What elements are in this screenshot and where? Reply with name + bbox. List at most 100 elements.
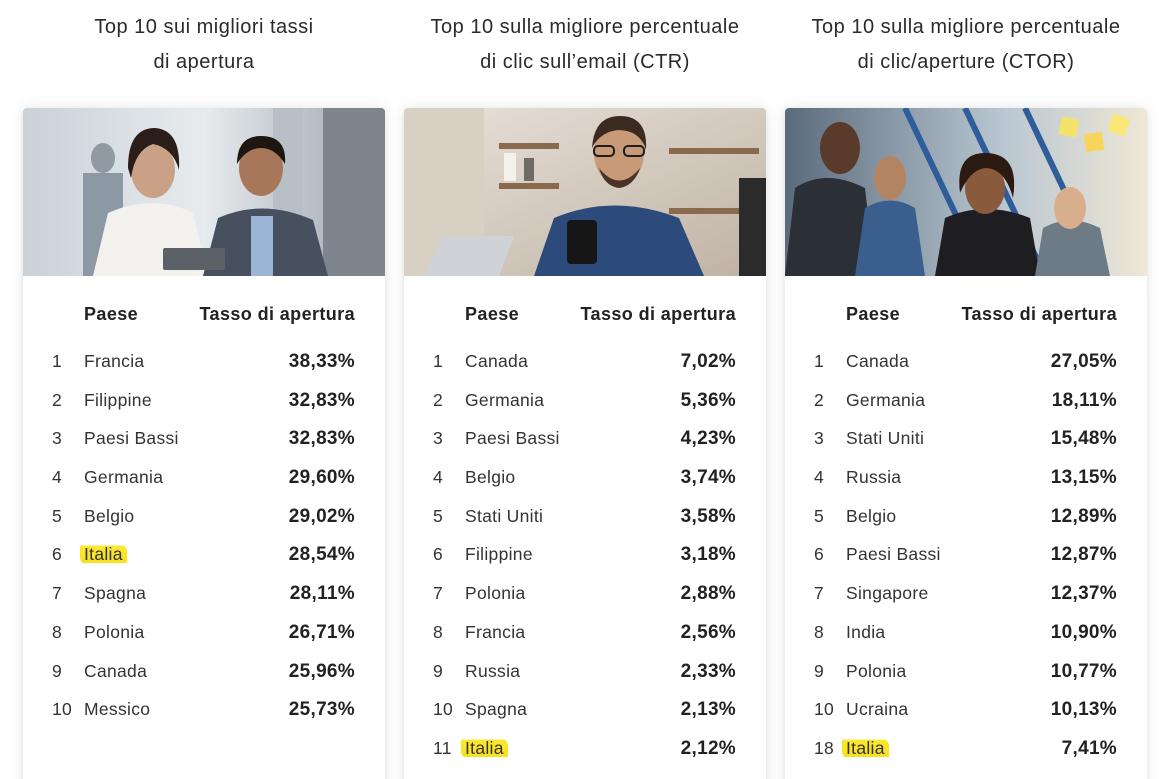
- rate-value: 2,12%: [680, 737, 736, 759]
- country-name: Canada: [465, 351, 529, 371]
- country-name: Canada: [84, 660, 148, 681]
- rate-value: 7,02%: [680, 351, 736, 372]
- rate-value: 10,90%: [1050, 621, 1117, 643]
- rate-value: 10,13%: [1050, 699, 1117, 721]
- table-header: Paese Tasso di apertura: [23, 304, 385, 326]
- table-row: 6 Italia 28,54%: [23, 544, 385, 583]
- table-row: 7 Polonia 2,88%: [404, 583, 766, 622]
- rate-value: 10,77%: [1050, 660, 1117, 682]
- rate-value: 18,11%: [1051, 389, 1117, 411]
- country-name-highlighted: Italia: [461, 737, 508, 759]
- rank-number: 7: [814, 583, 825, 604]
- column-title: Top 10 sulla migliore percentuale di cli…: [811, 16, 1121, 73]
- table-row: 5 Belgio 29,02%: [23, 506, 385, 545]
- table-header: Paese Tasso di apertura: [404, 304, 766, 326]
- rate-value: 4,23%: [680, 428, 736, 450]
- rank-number: 5: [433, 505, 444, 526]
- rate-value: 5,36%: [680, 389, 736, 411]
- table-row: 2 Filippine 32,83%: [23, 390, 385, 429]
- rank-number: 8: [433, 621, 444, 642]
- rate-value: 7,41%: [1061, 737, 1117, 759]
- table-row: 7 Singapore 12,37%: [785, 583, 1147, 622]
- rate-value: 32,83%: [288, 389, 355, 411]
- table-row: 5 Stati Uniti 3,58%: [404, 506, 766, 545]
- country-name: Polonia: [84, 621, 145, 642]
- rate-value: 28,54%: [288, 544, 355, 566]
- rank-number: 1: [814, 351, 825, 371]
- rank-number: 5: [52, 505, 63, 526]
- country-name: Messico: [84, 699, 151, 720]
- country-name: Ucraina: [846, 699, 909, 720]
- country-name: Singapore: [846, 583, 929, 604]
- rate-value: 12,89%: [1050, 505, 1117, 527]
- table-row: 3 Stati Uniti 15,48%: [785, 428, 1147, 467]
- ranking-card: Paese Tasso di apertura 1 Francia 38,33% 2 F…: [23, 108, 385, 779]
- country-name: Russia: [465, 660, 521, 681]
- rank-number: 4: [433, 467, 444, 488]
- table-row: 6 Paesi Bassi 12,87%: [785, 544, 1147, 583]
- rate-value: 29,02%: [288, 505, 355, 527]
- table-row: 10 Messico 25,73%: [23, 699, 385, 738]
- rank-number: 1: [433, 351, 444, 371]
- rank-number: 6: [52, 544, 63, 565]
- rate-value: 2,56%: [680, 621, 736, 643]
- rank-number: 9: [433, 660, 444, 681]
- table-row: 8 Francia 2,56%: [404, 622, 766, 661]
- country-name: Filippine: [465, 544, 533, 565]
- table-row: 10 Ucraina 10,13%: [785, 699, 1147, 738]
- table-row: 1 Canada 27,05%: [785, 351, 1147, 390]
- rank-number: 9: [814, 660, 825, 681]
- rate-value: 3,74%: [680, 467, 736, 489]
- country-name: Stati Uniti: [465, 505, 544, 526]
- man-with-phone-photo: [404, 108, 766, 276]
- country-name: Spagna: [465, 699, 528, 720]
- table-row: 2 Germania 18,11%: [785, 390, 1147, 429]
- country-name: India: [846, 621, 886, 642]
- rate-value: 26,71%: [288, 621, 355, 643]
- rank-number: 18: [814, 737, 835, 758]
- column-title: Top 10 sulla migliore percentuale di cli…: [430, 16, 740, 73]
- rank-number: 3: [52, 428, 63, 449]
- table-row: 18 Italia 7,41%: [785, 737, 1147, 777]
- column-ctor: Top 10 sulla migliore percentuale di cli…: [785, 0, 1147, 779]
- country-name: Belgio: [465, 467, 516, 488]
- rate-value: 25,96%: [288, 660, 355, 682]
- country-name-highlighted: Italia: [842, 737, 889, 759]
- header-country: Paese: [465, 304, 520, 324]
- country-name: Francia: [465, 621, 526, 642]
- rate-value: 32,83%: [288, 428, 355, 450]
- country-name: Germania: [84, 467, 164, 488]
- ranking-rows: 1 Canada 27,05% 2 Germania 18,11% 3 Stati Uniti…: [785, 351, 1147, 777]
- ranking-card: Paese Tasso di apertura 1 Canada 7,02% 2 Ger…: [404, 108, 766, 779]
- table-row: 1 Francia 38,33%: [23, 351, 385, 390]
- rank-number: 2: [433, 389, 444, 410]
- table-header: Paese Tasso di apertura: [785, 304, 1147, 326]
- rank-number: 4: [814, 467, 825, 488]
- rate-value: 2,88%: [680, 583, 736, 605]
- rank-number: 9: [52, 660, 63, 681]
- rate-value: 2,13%: [680, 699, 736, 721]
- rank-number: 11: [433, 737, 452, 758]
- table-row: 3 Paesi Bassi 4,23%: [404, 428, 766, 467]
- country-name: Canada: [846, 351, 910, 371]
- rank-number: 2: [52, 389, 63, 410]
- rank-number: 10: [433, 699, 454, 720]
- country-name: Paesi Bassi: [465, 428, 560, 449]
- table-row: 4 Russia 13,15%: [785, 467, 1147, 506]
- country-name: Germania: [846, 389, 926, 410]
- rate-value: 12,87%: [1050, 544, 1117, 566]
- rate-value: 38,33%: [288, 351, 355, 372]
- table-row: 8 India 10,90%: [785, 622, 1147, 661]
- table-row: 8 Polonia 26,71%: [23, 622, 385, 661]
- table-row: 1 Canada 7,02%: [404, 351, 766, 390]
- country-name: Stati Uniti: [846, 428, 925, 449]
- rate-value: 2,33%: [680, 660, 736, 682]
- country-name-highlighted: Italia: [80, 544, 127, 566]
- table-row: 4 Germania 29,60%: [23, 467, 385, 506]
- country-name: Spagna: [84, 583, 147, 604]
- table-row: 10 Spagna 2,13%: [404, 699, 766, 738]
- country-name: Polonia: [846, 660, 907, 681]
- business-people-photo: [23, 108, 385, 276]
- header-rate: Tasso di apertura: [580, 304, 736, 324]
- header-rate: Tasso di apertura: [961, 304, 1117, 324]
